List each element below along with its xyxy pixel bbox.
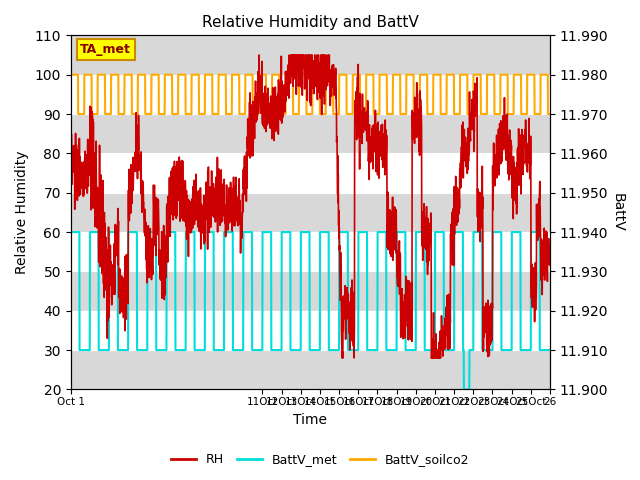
Bar xyxy=(71,192,550,232)
Bar xyxy=(71,350,550,389)
X-axis label: Time: Time xyxy=(293,413,328,427)
Title: Relative Humidity and BattV: Relative Humidity and BattV xyxy=(202,15,419,30)
Y-axis label: Relative Humidity: Relative Humidity xyxy=(15,151,29,274)
Bar xyxy=(71,36,550,75)
Text: TA_met: TA_met xyxy=(81,43,131,56)
Bar xyxy=(71,114,550,153)
Legend: RH, BattV_met, BattV_soilco2: RH, BattV_met, BattV_soilco2 xyxy=(166,448,474,471)
Bar xyxy=(71,271,550,311)
Y-axis label: BattV: BattV xyxy=(611,193,625,232)
